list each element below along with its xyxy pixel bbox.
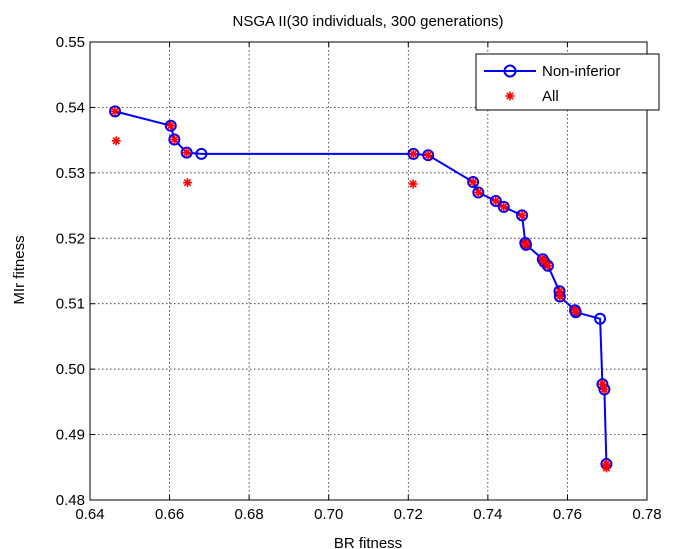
y-axis-label: MIr fitness xyxy=(11,235,28,304)
non-inferior-point xyxy=(467,176,480,189)
all-point xyxy=(408,179,418,189)
x-tick-label: 0.76 xyxy=(553,506,582,523)
non-inferior-point xyxy=(541,259,554,272)
all-point-stroke xyxy=(500,203,508,211)
all-point xyxy=(521,240,531,250)
non-inferior-point xyxy=(180,146,193,159)
all-point xyxy=(599,384,609,394)
all-point xyxy=(543,261,553,271)
all-point xyxy=(517,210,527,220)
all-point-stroke xyxy=(409,150,418,158)
non-inferior-point xyxy=(472,186,485,199)
all-point xyxy=(491,196,501,206)
all-point-stroke xyxy=(492,197,500,205)
all-point-stroke xyxy=(183,178,192,187)
all-point xyxy=(423,150,433,160)
all-point-stroke xyxy=(600,385,609,394)
y-tick-label: 0.55 xyxy=(56,34,85,51)
y-tick-label: 0.52 xyxy=(56,230,85,247)
axis-ticks: 0.64 0.66 0.68 0.70 0.72 0.74 0.76 0.78 0.48 0.49… xyxy=(56,34,662,523)
y-tick-label: 0.53 xyxy=(56,165,85,182)
x-tick-label: 0.74 xyxy=(473,506,502,523)
legend-marker-non-inferior xyxy=(503,64,517,78)
all-point xyxy=(473,187,483,197)
all-point xyxy=(182,148,192,158)
all-point xyxy=(468,177,478,187)
x-tick-label: 0.68 xyxy=(235,506,264,523)
y-tick-label: 0.50 xyxy=(56,361,85,378)
x-tick-label: 0.64 xyxy=(75,506,104,523)
all-point-stroke xyxy=(111,107,119,116)
all-point xyxy=(499,202,509,212)
all-point-stroke xyxy=(474,188,483,197)
all-point-stroke xyxy=(112,137,121,145)
all-point xyxy=(555,292,565,302)
all-point xyxy=(182,178,192,188)
all-point-stroke xyxy=(182,148,191,157)
non-inferior-point xyxy=(489,194,502,207)
all-point xyxy=(110,106,120,116)
all-point-stroke xyxy=(424,151,432,159)
x-tick-label: 0.78 xyxy=(632,506,661,523)
non-inferior-point xyxy=(407,147,420,160)
non-inferior-point xyxy=(422,149,435,162)
all-point xyxy=(408,149,418,159)
non-inferior-point xyxy=(195,147,208,160)
all-point-stroke xyxy=(522,241,530,249)
non-inferior-point xyxy=(109,105,122,118)
all-point xyxy=(601,463,611,473)
non-inferior-point xyxy=(164,119,177,132)
all-point xyxy=(166,121,176,131)
legend-marker-all xyxy=(505,91,515,101)
legend-star-marker xyxy=(505,91,515,101)
all-point xyxy=(111,136,121,146)
x-axis-label: BR fitness xyxy=(334,535,402,549)
y-tick-label: 0.48 xyxy=(56,492,85,509)
all-point-stroke xyxy=(598,380,607,388)
x-tick-label: 0.70 xyxy=(314,506,343,523)
all-point-stroke xyxy=(602,464,611,472)
non-inferior-point xyxy=(497,200,510,213)
all-point-stroke xyxy=(170,135,179,144)
all-point xyxy=(169,134,179,144)
legend-box xyxy=(475,53,660,111)
legend-star-marker-stroke xyxy=(506,92,514,100)
all-point-stroke xyxy=(518,211,526,220)
all-point-stroke xyxy=(544,262,552,270)
all-point-stroke xyxy=(409,180,417,188)
non-inferior-point xyxy=(594,312,607,325)
plot-area-frame xyxy=(89,41,648,501)
grid-lines xyxy=(90,42,647,500)
all-point-stroke xyxy=(166,121,175,130)
all-point-stroke xyxy=(556,292,564,301)
x-tick-label: 0.66 xyxy=(155,506,184,523)
chart-title: NSGA II(30 individuals, 300 generations) xyxy=(233,13,504,30)
all-point-stroke xyxy=(540,258,549,266)
legend-label-all: All xyxy=(542,88,559,105)
non-inferior-point xyxy=(516,209,529,222)
y-tick-label: 0.51 xyxy=(56,296,85,313)
all-point xyxy=(571,307,581,317)
legend: Non-inferior All xyxy=(475,53,660,111)
non-inferior-point xyxy=(168,133,181,146)
all-point-stroke xyxy=(469,178,477,186)
x-tick-label: 0.72 xyxy=(394,506,423,523)
y-tick-label: 0.54 xyxy=(56,99,85,116)
all-point-stroke xyxy=(572,308,580,316)
y-tick-label: 0.49 xyxy=(56,427,85,444)
legend-label-non-inferior: Non-inferior xyxy=(542,63,620,80)
data-series xyxy=(109,105,613,473)
